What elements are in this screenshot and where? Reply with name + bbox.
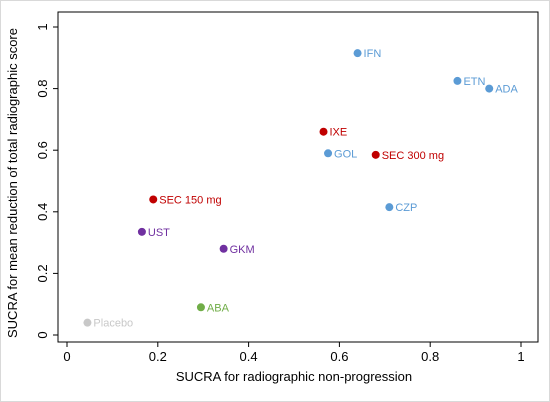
data-point [353,49,362,58]
data-point [371,150,380,159]
point-label: IXE [330,127,348,139]
x-tick-label: 0.6 [330,349,348,364]
data-point [83,318,92,327]
point-label: UST [148,227,170,239]
point-label: SEC 150 mg [159,194,221,206]
y-axis-title: SUCRA for mean reduction of total radiog… [5,28,20,338]
point-label: ADA [495,84,518,96]
point-label: ABA [207,302,230,314]
y-tick-label: 0.8 [35,80,50,98]
data-point [149,195,158,204]
point-label: GOL [334,148,357,160]
data-point [385,203,394,212]
x-tick-label: 1 [517,349,524,364]
data-point [485,84,494,93]
data-point [453,76,462,85]
x-axis-title: SUCRA for radiographic non-progression [176,369,412,384]
y-tick-label: 1 [35,23,50,30]
x-axis: 0 0.2 0.4 0.6 0.8 1 [63,342,525,364]
point-label: ETN [463,76,485,88]
x-tick-label: 0.4 [240,349,258,364]
x-tick-label: 0.2 [149,349,167,364]
y-tick-label: 0.2 [35,264,50,282]
data-point [319,127,328,136]
point-label: CZP [395,202,417,214]
data-point [137,227,146,236]
point-label: IFN [364,48,382,60]
point-label: SEC 300 mg [382,150,444,162]
y-axis: 0 0.2 0.4 0.6 0.8 1 [35,23,58,339]
point-label: Placebo [93,318,133,330]
y-tick-label: 0.6 [35,141,50,159]
data-point [324,149,333,158]
point-label: GKM [230,244,255,256]
data-point [219,244,228,253]
x-tick-label: 0 [63,349,70,364]
plot-area [57,11,539,343]
data-points: IFN ETN ADA IXE GOL SEC 300 mg SEC 150 mg CZP US… [83,48,519,330]
data-point [196,303,205,312]
y-tick-label: 0 [35,331,50,338]
x-tick-label: 0.8 [421,349,439,364]
y-tick-label: 0.4 [35,203,50,221]
